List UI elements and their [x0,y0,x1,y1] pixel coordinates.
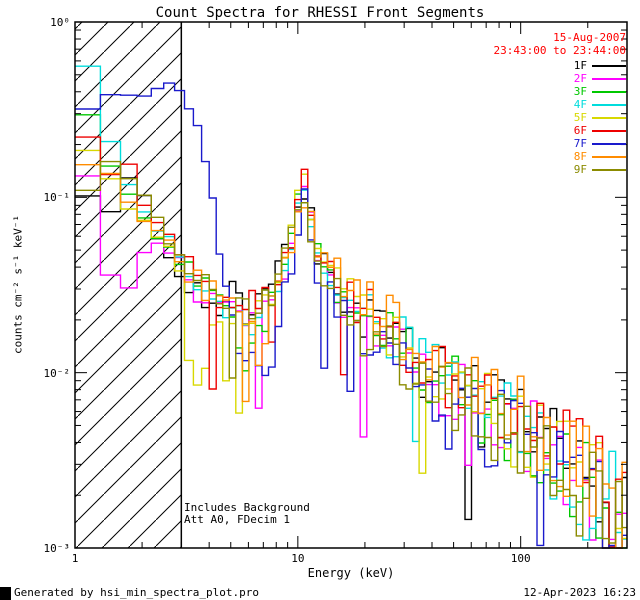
observation-time-range: 23:43:00 to 23:44:00 [493,44,626,57]
legend-item-7F: 7F [574,137,626,150]
annotation-attenuator-state: Att A0, FDecim 1 [184,513,290,526]
legend-line-swatch [592,142,626,145]
annotation-includes-background: Includes Background [184,501,310,514]
legend-label: 1F [573,59,587,72]
legend-label: 2F [573,72,587,85]
legend-item-4F: 4F [574,98,626,111]
legend-line-swatch [592,155,626,158]
legend-label: 7F [573,137,587,150]
y-tick-label: 10⁰ [50,16,70,29]
legend-label: 4F [573,98,587,111]
legend-line-swatch [592,103,626,106]
x-tick-label: 1 [71,552,79,565]
hatch-fill [75,22,182,548]
corner-swatch [0,587,11,600]
legend-line-swatch [592,77,626,80]
legend-label: 5F [573,111,587,124]
legend-item-2F: 2F [574,72,626,85]
series-line-9F [75,160,627,544]
legend-line-swatch [592,90,626,93]
legend-item-9F: 9F [574,163,626,176]
legend-line-swatch [592,116,626,119]
y-tick-label: 10⁻¹ [43,191,71,205]
y-axis-label: counts cm⁻² s⁻¹ keV⁻¹ [11,214,25,355]
legend-line-swatch [592,64,626,67]
x-axis-label: Energy (keV) [307,566,395,580]
legend-label: 9F [573,163,587,176]
legend-line-swatch [592,129,626,132]
plot-box [74,21,628,549]
axes-frame [74,21,628,549]
legend-item-1F: 1F [574,59,626,72]
legend-item-8F: 8F [574,150,626,163]
y-tick-label: 10⁻² [43,366,71,380]
legend-item-5F: 5F [574,111,626,124]
legend-item-3F: 3F [574,85,626,98]
plot-title: Count Spectra for RHESSI Front Segments [155,5,485,21]
hatched-background-region [75,22,183,548]
legend-label: 6F [573,124,587,137]
observation-date: 15-Aug-2007 [553,31,626,44]
legend-label: 3F [573,85,587,98]
legend: 1F 2F 3F 4F 5F 6F 7F 8F 9F [574,59,626,176]
x-tick-label: 10 [291,552,305,565]
series-lines [75,65,627,549]
legend-item-6F: 6F [574,124,626,137]
footer-program-name: Generated by hsi_min_spectra_plot.pro [14,586,260,599]
series-line-8F [75,164,627,549]
x-tick-label: 100 [510,552,531,565]
footer-generated-timestamp: 12-Apr-2023 16:23 [523,586,636,599]
y-tick-label: 10⁻³ [43,542,71,555]
legend-line-swatch [592,168,626,171]
legend-label: 8F [573,150,587,163]
